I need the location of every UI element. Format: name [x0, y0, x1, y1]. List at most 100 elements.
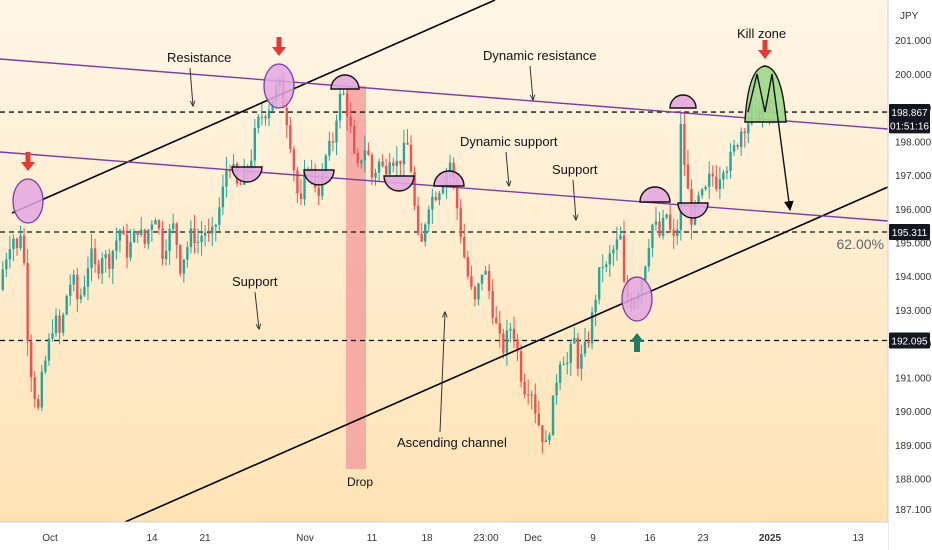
time-axis-background: [0, 522, 888, 550]
candle-body: [147, 229, 150, 244]
candle-body: [523, 381, 526, 395]
y-tick-label: 194.000: [895, 272, 932, 283]
x-tick-label: 16: [644, 533, 656, 544]
candle-body: [541, 425, 544, 443]
candle-body: [44, 360, 47, 372]
candle-body: [697, 195, 700, 204]
candle-body: [537, 413, 541, 426]
candle-body: [512, 328, 516, 340]
candle-body: [370, 154, 374, 178]
channel-lower-line: [124, 186, 889, 523]
y-tick-label: 198.000: [895, 137, 932, 148]
candle-body: [736, 145, 739, 147]
candle-body: [672, 229, 675, 236]
candle-body: [548, 435, 551, 441]
candle-body: [558, 364, 562, 383]
candle-body: [79, 295, 83, 300]
candle-body: [69, 284, 72, 296]
x-tick-label: Dec: [524, 533, 542, 544]
candle-body: [175, 223, 178, 246]
label-drop: Drop: [347, 475, 373, 489]
candle-body: [264, 116, 267, 119]
candle-body: [661, 217, 665, 236]
price-tag-bg-0: [889, 104, 930, 121]
label-support-lower: Support: [232, 274, 278, 289]
candle-body: [250, 160, 253, 170]
x-tick-label: 18: [421, 533, 433, 544]
candle-body: [739, 131, 743, 147]
candle-body: [534, 394, 537, 414]
candle-body: [615, 239, 619, 250]
candle-body: [179, 245, 182, 274]
candle-body: [576, 337, 580, 369]
x-tick-label: 2025: [759, 533, 782, 544]
candle-body: [743, 131, 746, 134]
y-tick-label: 200.000: [895, 70, 932, 81]
price-axis-background: [888, 0, 932, 550]
y-tick-label: 189.000: [895, 441, 932, 452]
candle-body: [150, 224, 154, 230]
label-dynamic-resistance: Dynamic resistance: [483, 48, 596, 63]
candle-body: [434, 196, 438, 201]
candle-body: [516, 339, 519, 352]
arrow-dynamic-resistance: [529, 65, 533, 100]
candle-body: [143, 229, 146, 244]
candle-body: [431, 196, 434, 210]
label-dynamic-support: Dynamic support: [460, 134, 558, 149]
candle-body: [5, 259, 8, 270]
candle-body: [342, 93, 345, 95]
candle-body: [452, 162, 455, 179]
red-arrow-oct: [21, 152, 35, 171]
y-tick-label: 190.000: [895, 407, 932, 418]
candle-body: [129, 242, 132, 258]
candle-body: [253, 128, 257, 161]
candle-body: [61, 314, 65, 333]
candle-body: [157, 220, 161, 229]
candle-body: [729, 151, 732, 171]
candle-body: [498, 323, 501, 334]
candle-body: [47, 338, 51, 361]
candle-body: [413, 171, 416, 206]
candle-body: [111, 250, 115, 269]
candle-body: [29, 341, 33, 378]
candle-body: [239, 183, 242, 185]
price-tag-3: 192.095: [891, 336, 928, 347]
price-tag-1: 01:51:16: [890, 121, 929, 132]
candle-body: [402, 142, 406, 165]
price-tag-2: 195.311: [892, 228, 928, 239]
candle-body: [573, 337, 576, 344]
candle-body: [363, 150, 367, 161]
candle-body: [583, 341, 587, 354]
candle-body: [303, 171, 306, 200]
candle-body: [76, 274, 79, 300]
support-cup-2: [303, 169, 335, 186]
candle-body: [189, 228, 193, 248]
candle-body: [686, 164, 690, 189]
candle-body: [580, 353, 583, 369]
y-tick-label: 187.100: [895, 505, 932, 516]
candle-body: [37, 399, 40, 408]
candle-body: [100, 258, 104, 274]
candle-body: [651, 224, 654, 248]
x-tick-label: 23:00: [473, 533, 498, 544]
candle-body: [211, 226, 214, 234]
green-arrow-dec: [630, 333, 644, 352]
candle-body: [484, 270, 487, 275]
price-tag-0: 198.867: [891, 108, 928, 119]
candle-body: [466, 257, 470, 277]
candle-body: [122, 230, 125, 235]
candle-body: [480, 274, 484, 284]
candle-body: [502, 333, 505, 353]
candle-body: [654, 221, 658, 225]
candle-body: [392, 162, 395, 166]
x-tick-label: 21: [199, 533, 211, 544]
candle-body: [608, 253, 612, 265]
candle-body: [420, 233, 423, 242]
candle-body: [171, 223, 175, 229]
arrow-support-lower: [254, 291, 259, 329]
x-tick-label: Oct: [42, 533, 58, 544]
candle-body: [186, 247, 189, 260]
candle-body: [438, 193, 441, 201]
y-tick-label: 191.000: [895, 373, 932, 384]
